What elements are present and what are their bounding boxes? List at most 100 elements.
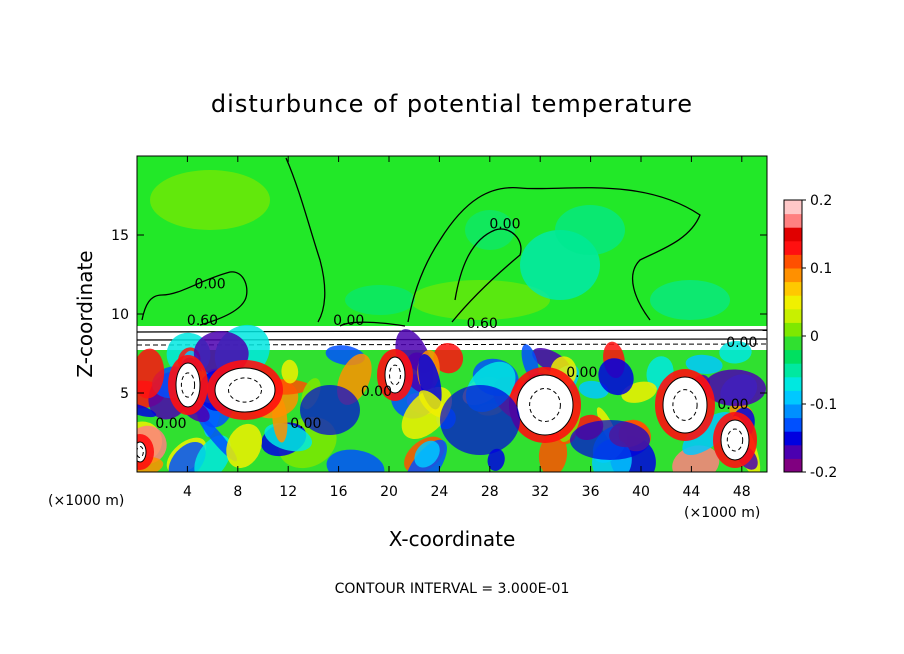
x-axis-label: X-coordinate — [389, 527, 516, 551]
colorbar-swatch — [784, 404, 802, 419]
eddy-patch — [538, 433, 568, 472]
eddy-contour — [228, 377, 262, 403]
colorbar-tick-label: 0 — [810, 329, 819, 345]
contour-labels: 0.00 0.00 0.60 0.00 0.60 0.00 0.00 0.00 0.00 0.00… — [155, 217, 757, 432]
zero-contour — [339, 321, 406, 327]
eddy-patch — [578, 380, 609, 399]
colorbar-swatch — [784, 363, 802, 378]
contour-label: 0.00 — [194, 277, 225, 293]
x-tick-label: 16 — [330, 484, 348, 500]
colorbar-swatch — [784, 322, 802, 337]
colorbar-swatch — [784, 227, 802, 242]
contour-label: 0.60 — [187, 313, 218, 329]
colorbar-swatch — [784, 417, 802, 432]
eddy-patch — [281, 359, 299, 384]
colorbar: 0.2 0.1 0 -0.1 -0.2 — [783, 193, 837, 481]
colorbar-swatch — [784, 295, 802, 310]
y-ticks: 5 10 15 — [111, 228, 767, 402]
colorbar-ticks: 0.2 0.1 0 -0.1 -0.2 — [802, 193, 837, 481]
eddy-core — [137, 441, 147, 463]
colorbar-swatches — [784, 200, 802, 473]
colorbar-swatch — [784, 254, 802, 269]
upper-cyan-patch — [465, 210, 515, 250]
eddy-patch — [433, 342, 464, 374]
eddy-cold — [440, 385, 520, 455]
eddy-contour — [726, 428, 744, 452]
colorbar-swatch — [784, 268, 802, 283]
contour-label: 0.00 — [726, 335, 757, 351]
colorbar-tick-label: -0.2 — [810, 465, 837, 481]
x-unit-right: (×1000 m) — [684, 505, 760, 521]
contour-label: 0.00 — [333, 313, 364, 329]
eddy-contour — [672, 389, 698, 421]
contour-label: 0.00 — [155, 416, 186, 432]
eddy-contour — [389, 364, 401, 386]
chart-title: disturbunce of potential temperature — [211, 90, 693, 118]
upper-cyan-patch — [555, 205, 625, 255]
upper-yellowgreen-patch — [410, 280, 550, 320]
eddy-contour — [137, 446, 144, 458]
colorbar-tick-label: 0.2 — [810, 193, 832, 209]
x-tick-label: 28 — [481, 484, 499, 500]
colorbar-tick-label: 0.1 — [810, 261, 832, 277]
eddy-core — [384, 356, 406, 394]
colorbar-swatch — [784, 390, 802, 405]
eddy-contour — [529, 388, 561, 422]
eddy-patch — [326, 449, 385, 472]
y-tick-label: 15 — [111, 228, 129, 244]
colorbar-swatch — [784, 200, 802, 215]
eddy-patch — [137, 348, 165, 399]
colorbar-swatch — [784, 336, 802, 351]
y-axis-label: Z-coordinate — [73, 250, 97, 377]
contour-label: 0.60 — [467, 316, 498, 332]
eddy-core — [214, 367, 276, 413]
turbulent-eddies — [137, 324, 766, 472]
eddy-patch — [487, 448, 505, 471]
eddy-core — [662, 376, 708, 434]
y-tick-label: 10 — [111, 307, 129, 323]
x-tick-label: 8 — [233, 484, 242, 500]
colorbar-swatch — [784, 458, 802, 473]
zero-contour — [141, 271, 248, 326]
eddy-patch — [414, 440, 440, 468]
x-tick-label: 44 — [682, 484, 700, 500]
zero-contour — [407, 186, 701, 323]
x-tick-label: 24 — [430, 484, 448, 500]
zero-contour — [285, 157, 326, 323]
colorbar-swatch — [784, 444, 802, 459]
colorbar-swatch — [784, 213, 802, 228]
eddy-cold — [300, 385, 360, 435]
x-tick-label: 4 — [183, 484, 192, 500]
contour-label: 0.00 — [361, 384, 392, 400]
x-unit-left: (×1000 m) — [48, 493, 124, 509]
eddy-core — [175, 362, 201, 408]
eddy-core — [720, 419, 750, 461]
colorbar-swatch — [784, 349, 802, 364]
contour-label: 0.00 — [489, 217, 520, 233]
eddy-patch — [719, 340, 752, 364]
eddy-patch — [704, 369, 766, 407]
x-tick-label: 20 — [380, 484, 398, 500]
y-tick-label: 5 — [120, 386, 129, 402]
eddy-patch — [598, 358, 634, 396]
x-tick-label: 32 — [531, 484, 549, 500]
colorbar-swatch — [784, 308, 802, 323]
eddy-patch — [685, 354, 723, 374]
x-tick-label: 40 — [632, 484, 650, 500]
contour-lines — [141, 157, 701, 327]
contour-label: 0.00 — [290, 416, 321, 432]
upper-cyan-patch — [345, 285, 415, 315]
eddy-patch — [672, 445, 720, 472]
x-tick-label: 12 — [279, 484, 297, 500]
eddy-contour — [180, 372, 196, 398]
x-ticks: 4 8 12 16 20 24 28 32 36 40 44 48 — [183, 156, 751, 500]
contour-label: 0.00 — [717, 397, 748, 413]
contour-interval-footer: CONTOUR INTERVAL = 3.000E-01 — [335, 581, 570, 597]
plot-area — [137, 156, 767, 472]
contour-label: 0.00 — [566, 365, 597, 381]
colorbar-swatch — [784, 281, 802, 296]
eddy-patch — [418, 390, 447, 418]
zero-contour — [451, 228, 522, 323]
eddy-core — [516, 374, 574, 436]
